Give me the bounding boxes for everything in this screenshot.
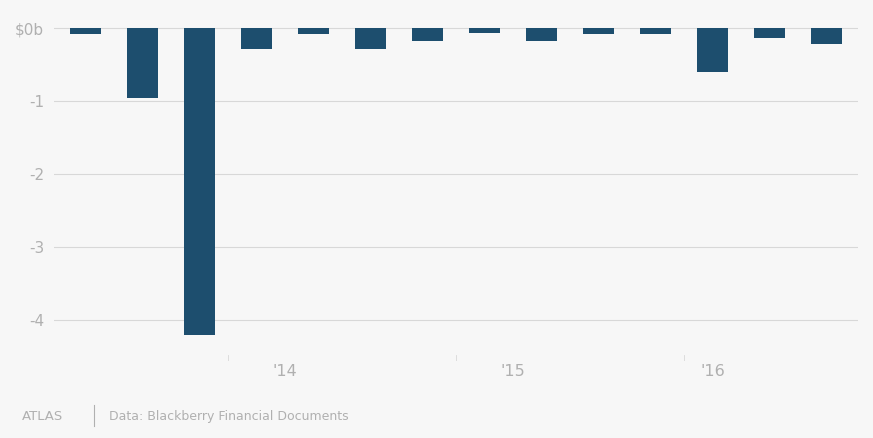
Bar xyxy=(526,28,557,41)
Text: Data: Blackberry Financial Documents: Data: Blackberry Financial Documents xyxy=(109,410,348,423)
Bar xyxy=(127,28,158,98)
Text: ATLAS: ATLAS xyxy=(22,410,63,423)
Bar xyxy=(469,28,500,32)
Text: '14: '14 xyxy=(272,364,297,379)
Bar xyxy=(583,28,615,34)
Bar xyxy=(412,28,443,41)
Bar xyxy=(354,28,386,49)
Text: '16: '16 xyxy=(700,364,725,379)
Bar xyxy=(640,28,671,34)
Bar xyxy=(183,28,215,335)
Bar xyxy=(241,28,272,49)
Bar xyxy=(70,28,101,34)
Bar xyxy=(298,28,329,34)
Bar xyxy=(697,28,728,72)
Bar xyxy=(811,28,842,44)
Bar xyxy=(754,28,786,39)
Text: '15: '15 xyxy=(500,364,526,379)
